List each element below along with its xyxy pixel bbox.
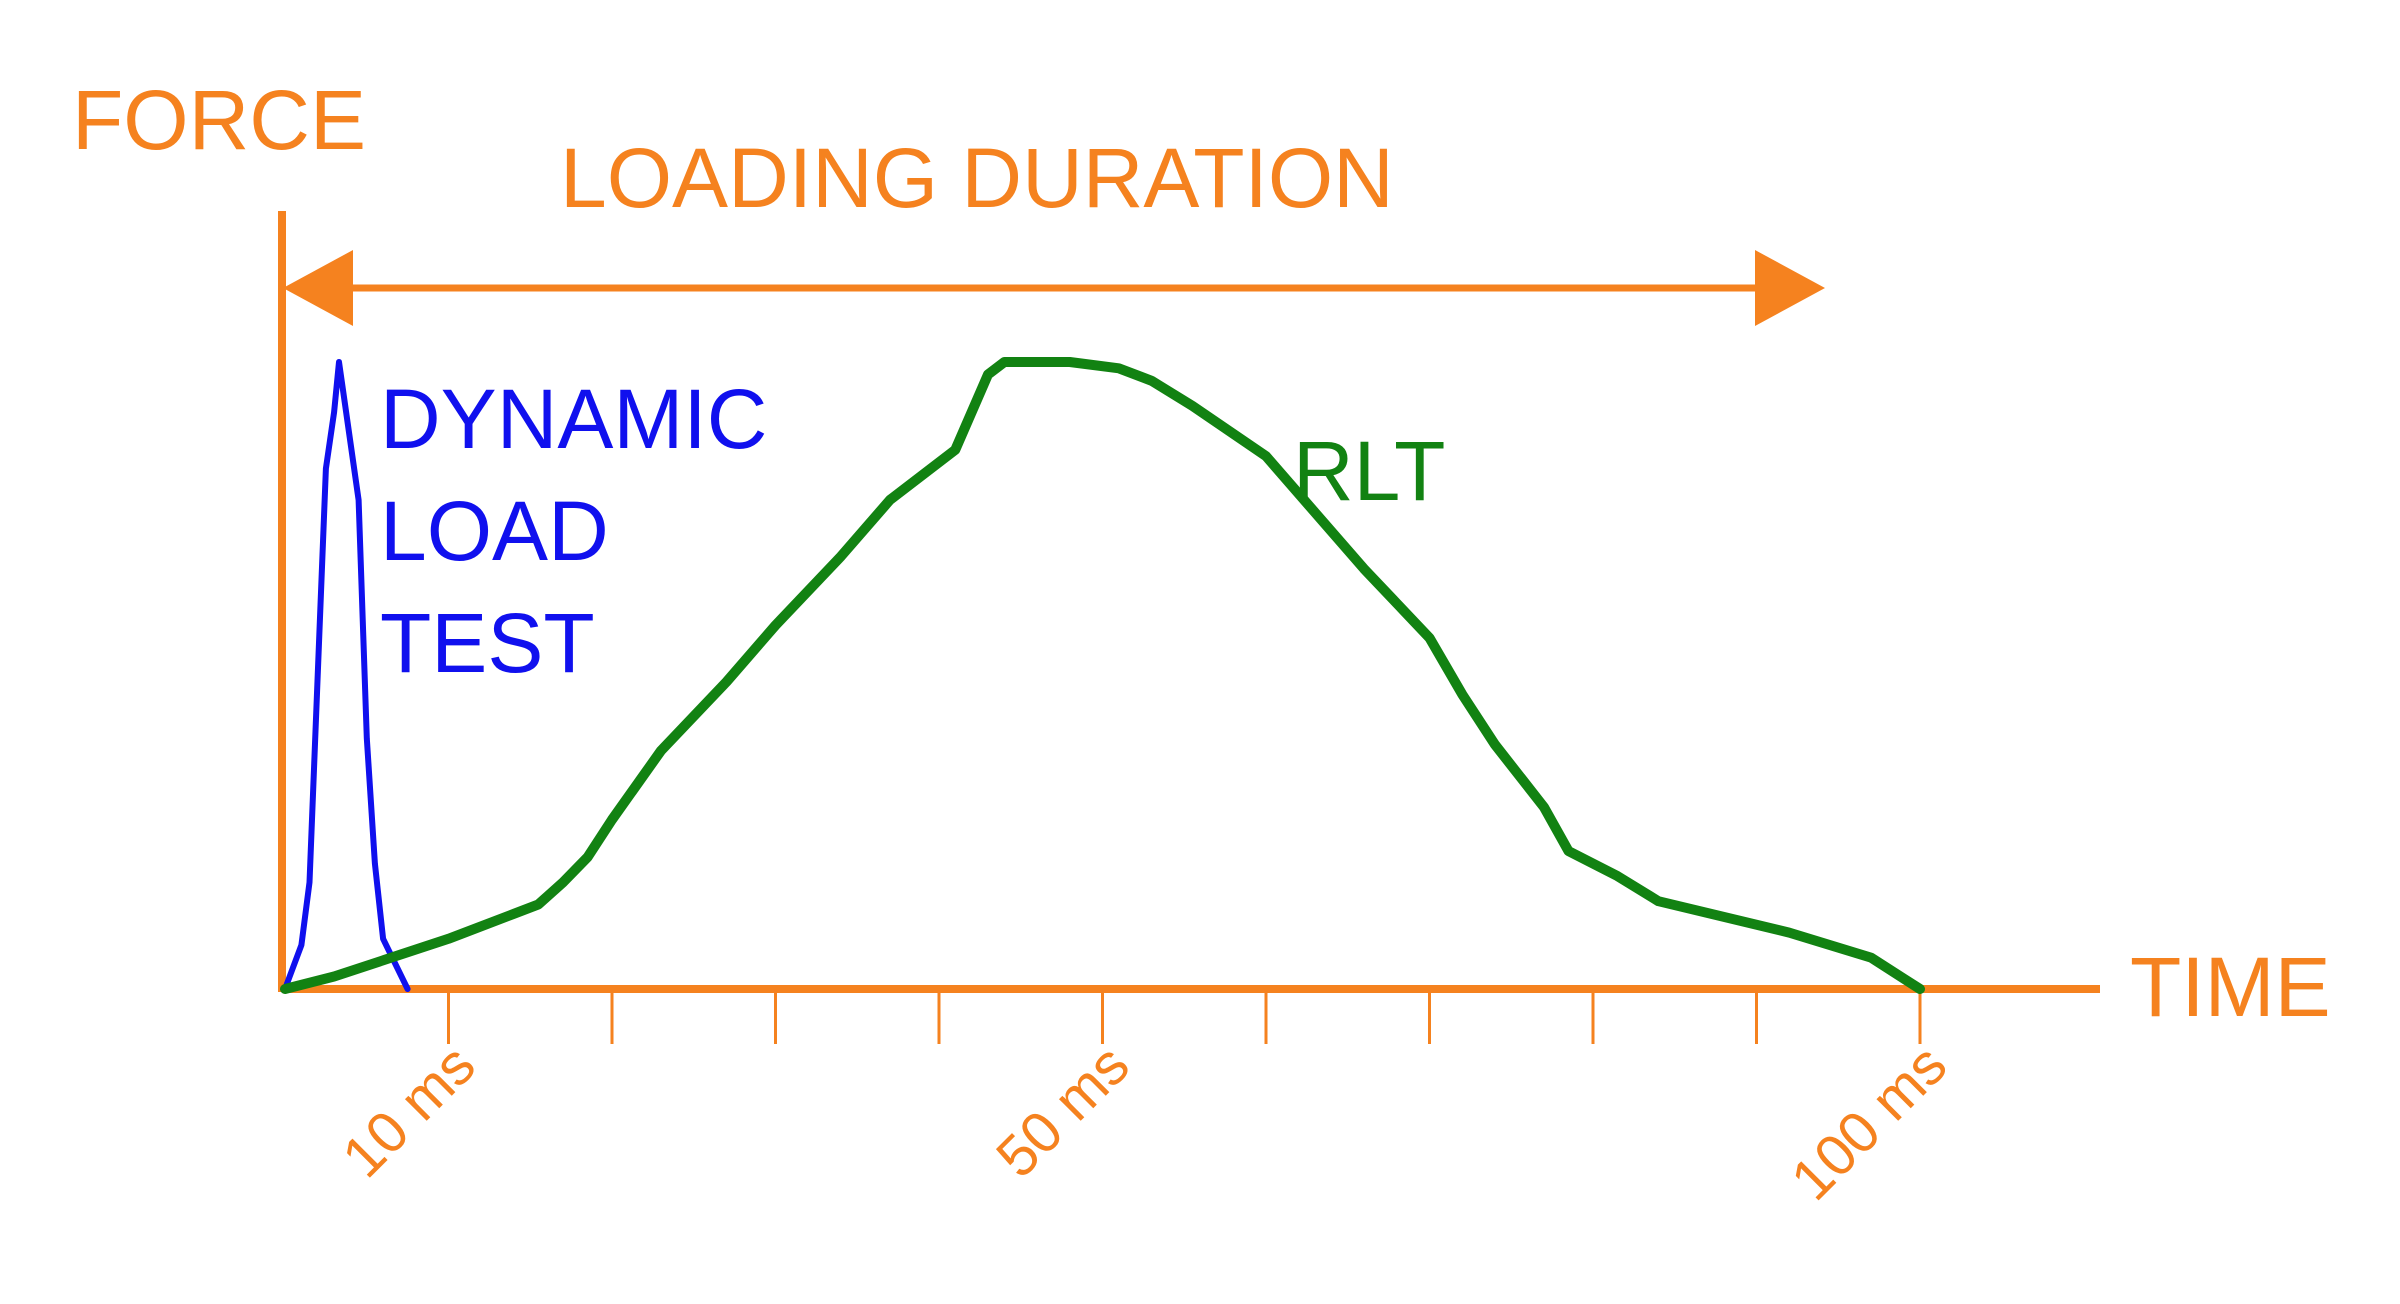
series-layer xyxy=(280,357,1925,994)
loading-duration-label: LOADING DURATION xyxy=(560,131,1394,225)
x-tick-label: 100 ms xyxy=(1779,1032,1959,1212)
series-label-line: DYNAMIC xyxy=(380,372,767,466)
series-line-rlt xyxy=(280,357,1925,994)
axes-layer xyxy=(278,211,2100,993)
loading-duration-annotation: LOADING DURATION xyxy=(283,131,1825,326)
x-tick-label: 10 ms xyxy=(330,1032,488,1190)
duration-arrow-right-head xyxy=(1755,250,1825,326)
x-ticks xyxy=(447,989,1922,1044)
series-label-line: LOAD xyxy=(380,484,609,578)
x-tick-label: 50 ms xyxy=(984,1032,1142,1190)
series-label-line: TEST xyxy=(380,596,595,690)
x-tick-labels: 10 ms 50 ms 100 ms xyxy=(330,1032,1959,1212)
series-label-rlt: RLT xyxy=(1293,424,1445,518)
series-line-dynamic-load-test xyxy=(282,359,411,992)
series-label-dynamic-load-test: DYNAMIC LOAD TEST xyxy=(380,372,791,690)
x-axis-label: TIME xyxy=(2130,940,2331,1034)
duration-arrow-left-head xyxy=(283,250,353,326)
y-axis-label: FORCE xyxy=(72,73,366,167)
